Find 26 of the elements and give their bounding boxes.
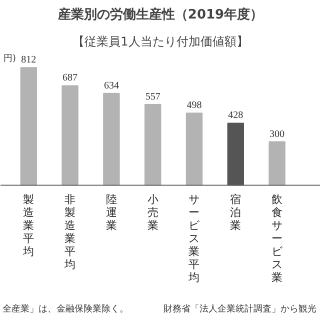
x-tick-label: 陸運業 (106, 193, 117, 232)
bar (103, 92, 120, 186)
bar (20, 67, 38, 186)
x-tick-label: 宿泊業 (230, 193, 242, 232)
data-label: 812 (21, 54, 36, 66)
data-label: 557 (145, 92, 160, 103)
bar (227, 122, 244, 186)
text: 円) (4, 54, 16, 64)
bar (144, 104, 162, 186)
bar (62, 85, 78, 186)
bar (186, 112, 203, 186)
text: 全産業」は、金融保険業除く。 (2, 304, 128, 314)
text: 財務省「法人企業統計調査」から観光 (164, 304, 316, 314)
chart-title: 産業別の労働生産性（2019年度） (56, 6, 264, 22)
x-tick-label: 小売業 (147, 193, 158, 232)
x-tick-label: 飲食サービス業 (272, 193, 284, 284)
bar (268, 141, 286, 186)
x-tick-label: サービス業平均 (188, 193, 201, 284)
data-label: 428 (228, 110, 244, 122)
data-label: 498 (186, 100, 202, 112)
x-tick-label: 非製造業平均 (64, 193, 76, 272)
data-label: 634 (104, 80, 119, 92)
x-tick-label: 製造業平均 (22, 193, 34, 258)
chart-subtitle: 【従業員1人当たり付加価値額】 (72, 34, 248, 48)
data-label: 687 (62, 72, 78, 84)
data-label: 300 (270, 128, 285, 140)
